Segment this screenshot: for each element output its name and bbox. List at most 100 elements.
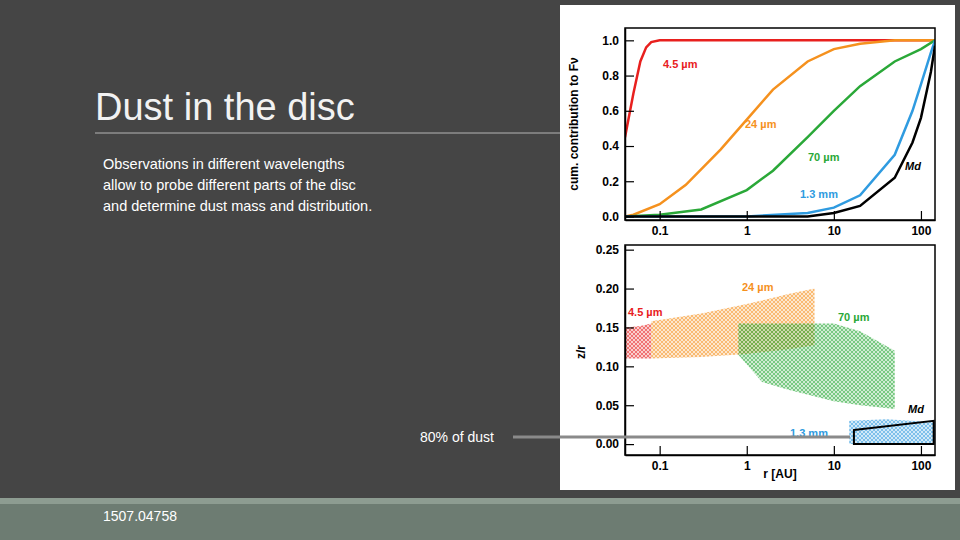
x-tick-label: 100 (911, 459, 931, 473)
y-tick-mark (625, 216, 634, 217)
series-area (849, 419, 935, 444)
series-area (625, 324, 651, 359)
y-axis-line (625, 246, 627, 456)
title: Dust in the disc (95, 86, 355, 128)
plot-marks (625, 40, 935, 216)
y-axis-title: z/r (574, 345, 588, 359)
x-tick-mark (747, 446, 748, 455)
x-tick-mark (921, 446, 922, 455)
chart-1: 4.5 µm24 µm70 µm1.3 mmMd0.11101000.000.0… (574, 243, 936, 481)
x-tick-label: 1 (744, 224, 751, 238)
y-tick-mark (625, 111, 634, 112)
y-axis: 0.0 0.2 0.4 0.6 0.8 1.0 (602, 29, 634, 224)
series-label: 70 µm (808, 151, 840, 163)
y-axis-line (625, 29, 627, 221)
series-label: 1.3 mm (800, 188, 838, 200)
slide: Dust in the disc Observations in differen… (0, 0, 960, 540)
series-line (625, 40, 935, 216)
x-tick-mark (660, 446, 661, 455)
background (0, 0, 960, 540)
series-label: 24 µm (745, 118, 777, 130)
series-line (625, 40, 935, 137)
y-tick: 0.25 (596, 243, 634, 257)
y-tick-mark (625, 40, 634, 41)
y-tick-label: 0.2 (602, 175, 619, 189)
x-tick-label: 10 (828, 459, 842, 473)
y-tick-mark (625, 75, 634, 76)
x-tick-mark (834, 446, 835, 455)
y-tick-label: 0.10 (596, 360, 620, 374)
x-tick: 100 (911, 446, 931, 473)
x-tick-label: 0.1 (652, 459, 669, 473)
x-tick-label: 100 (911, 224, 931, 238)
y-tick: 0.4 (602, 139, 634, 153)
series-label: Md (908, 403, 924, 415)
x-tick-label: 1 (744, 459, 751, 473)
y-tick-label: 0.15 (596, 321, 620, 335)
y-tick: 0.15 (596, 321, 634, 335)
x-tick-mark (834, 211, 835, 220)
body-text: allow to probe different parts of the di… (103, 177, 356, 193)
y-tick-label: 1.0 (602, 34, 619, 48)
y-tick-mark (625, 146, 634, 147)
series-label: 24 µm (742, 281, 774, 293)
y-tick-mark (625, 250, 634, 251)
x-tick-mark (747, 211, 748, 220)
x-tick: 1 (744, 211, 751, 238)
y-axis: 0.00 0.05 0.10 0.15 0.20 0.25 (596, 243, 634, 455)
y-tick-mark (625, 181, 634, 182)
footer-stripe (0, 498, 960, 504)
body-text: Observations in different wavelengths (103, 156, 345, 172)
series-area (738, 324, 894, 410)
series-line (625, 40, 935, 216)
y-tick-mark (625, 288, 634, 289)
y-tick: 0.00 (596, 437, 634, 451)
y-tick-label: 0.4 (602, 139, 619, 153)
y-tick-label: 0.20 (596, 282, 620, 296)
y-tick-label: 0.6 (602, 104, 619, 118)
y-tick-label: 0.8 (602, 69, 619, 83)
annotation: 80% of dust (420, 429, 494, 445)
body-text: and determine dust mass and distribution… (103, 198, 372, 214)
y-tick-label: 0.00 (596, 437, 620, 451)
y-tick-mark (625, 366, 634, 367)
footer-band (0, 504, 960, 540)
y-tick: 0.6 (602, 104, 634, 118)
y-tick: 0.0 (602, 210, 634, 224)
x-tick: 10 (828, 211, 842, 238)
y-axis-title: cum. contribution to Fν (567, 57, 581, 191)
x-axis-line (626, 220, 936, 222)
series-label: Md (905, 160, 921, 172)
x-tick: 100 (911, 211, 931, 238)
x-tick: 1 (744, 446, 751, 473)
x-axis-title: r [AU] (763, 467, 796, 481)
footer-text: 1507.04758 (103, 508, 177, 524)
series-outline (854, 421, 934, 444)
y-tick: 0.20 (596, 282, 634, 296)
y-tick-label: 0.25 (596, 243, 620, 257)
y-tick: 0.8 (602, 69, 634, 83)
x-tick-label: 0.1 (652, 224, 669, 238)
series-line (625, 46, 935, 217)
x-axis: 0.1 1 10 100 (626, 211, 936, 238)
plot-frame (625, 28, 935, 220)
x-axis-line (626, 455, 936, 457)
y-tick: 1.0 (602, 34, 634, 48)
x-tick: 0.1 (652, 446, 669, 473)
x-tick: 10 (828, 446, 842, 473)
x-tick-mark (660, 211, 661, 220)
plot-marks (625, 289, 935, 445)
series-label: 4.5 µm (663, 58, 698, 70)
y-tick: 0.2 (602, 175, 634, 189)
series-label: 4.5 µm (628, 306, 663, 318)
y-tick-mark (625, 405, 634, 406)
plot-frame (625, 245, 935, 455)
y-tick: 0.05 (596, 399, 634, 413)
y-tick-label: 0.05 (596, 399, 620, 413)
x-tick-mark (921, 211, 922, 220)
y-tick-mark (625, 327, 634, 328)
series-line (625, 40, 935, 216)
y-tick-mark (625, 444, 634, 445)
y-tick-label: 0.0 (602, 210, 619, 224)
x-tick: 0.1 (652, 211, 669, 238)
